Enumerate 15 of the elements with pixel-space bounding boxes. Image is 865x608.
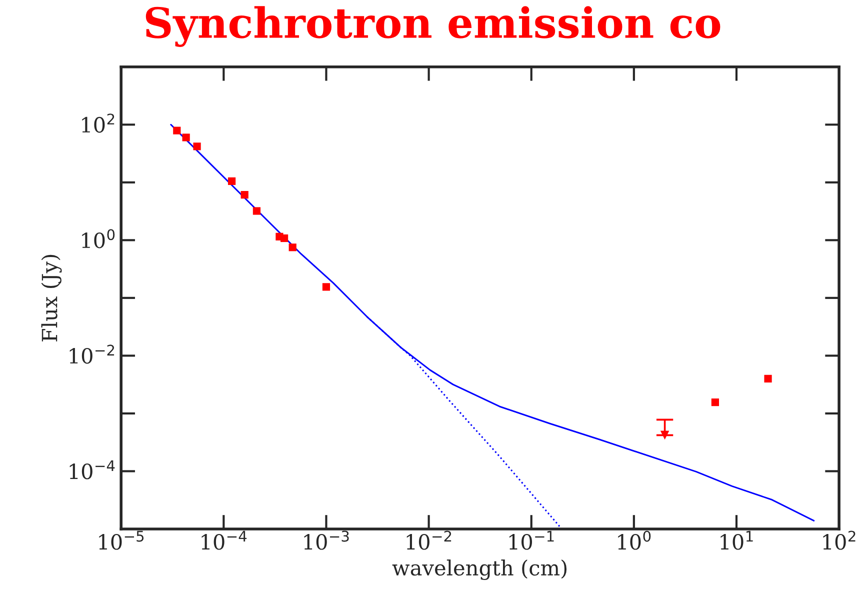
y-tick-label: 10$^{−4}$: [70, 460, 115, 480]
y-tick-label: 10$^{2}$: [82, 114, 114, 133]
y-tick-label: 10$^{0}$: [82, 229, 115, 248]
x-tick-label: 10$^{1}$: [720, 530, 753, 550]
x-tick-label: 10$^{−1}$: [509, 530, 554, 550]
x-tick-label: 10$^{2}$: [823, 530, 856, 550]
chart-title: Synchrotron emission co: [146, 6, 720, 47]
x-tick-label: 10$^{0}$: [618, 530, 651, 550]
x-axis-title: wavelength (cm): [392, 560, 567, 580]
x-tick-label: 10$^{−5}$: [99, 530, 144, 550]
x-tick-label: 10$^{−3}$: [304, 530, 349, 550]
x-tick-label: 10$^{−4}$: [202, 530, 247, 550]
y-tick-label: 10$^{−2}$: [70, 344, 114, 364]
y-axis-title: Flux (Jy): [41, 254, 62, 342]
x-tick-label: 10$^{−2}$: [406, 530, 452, 550]
